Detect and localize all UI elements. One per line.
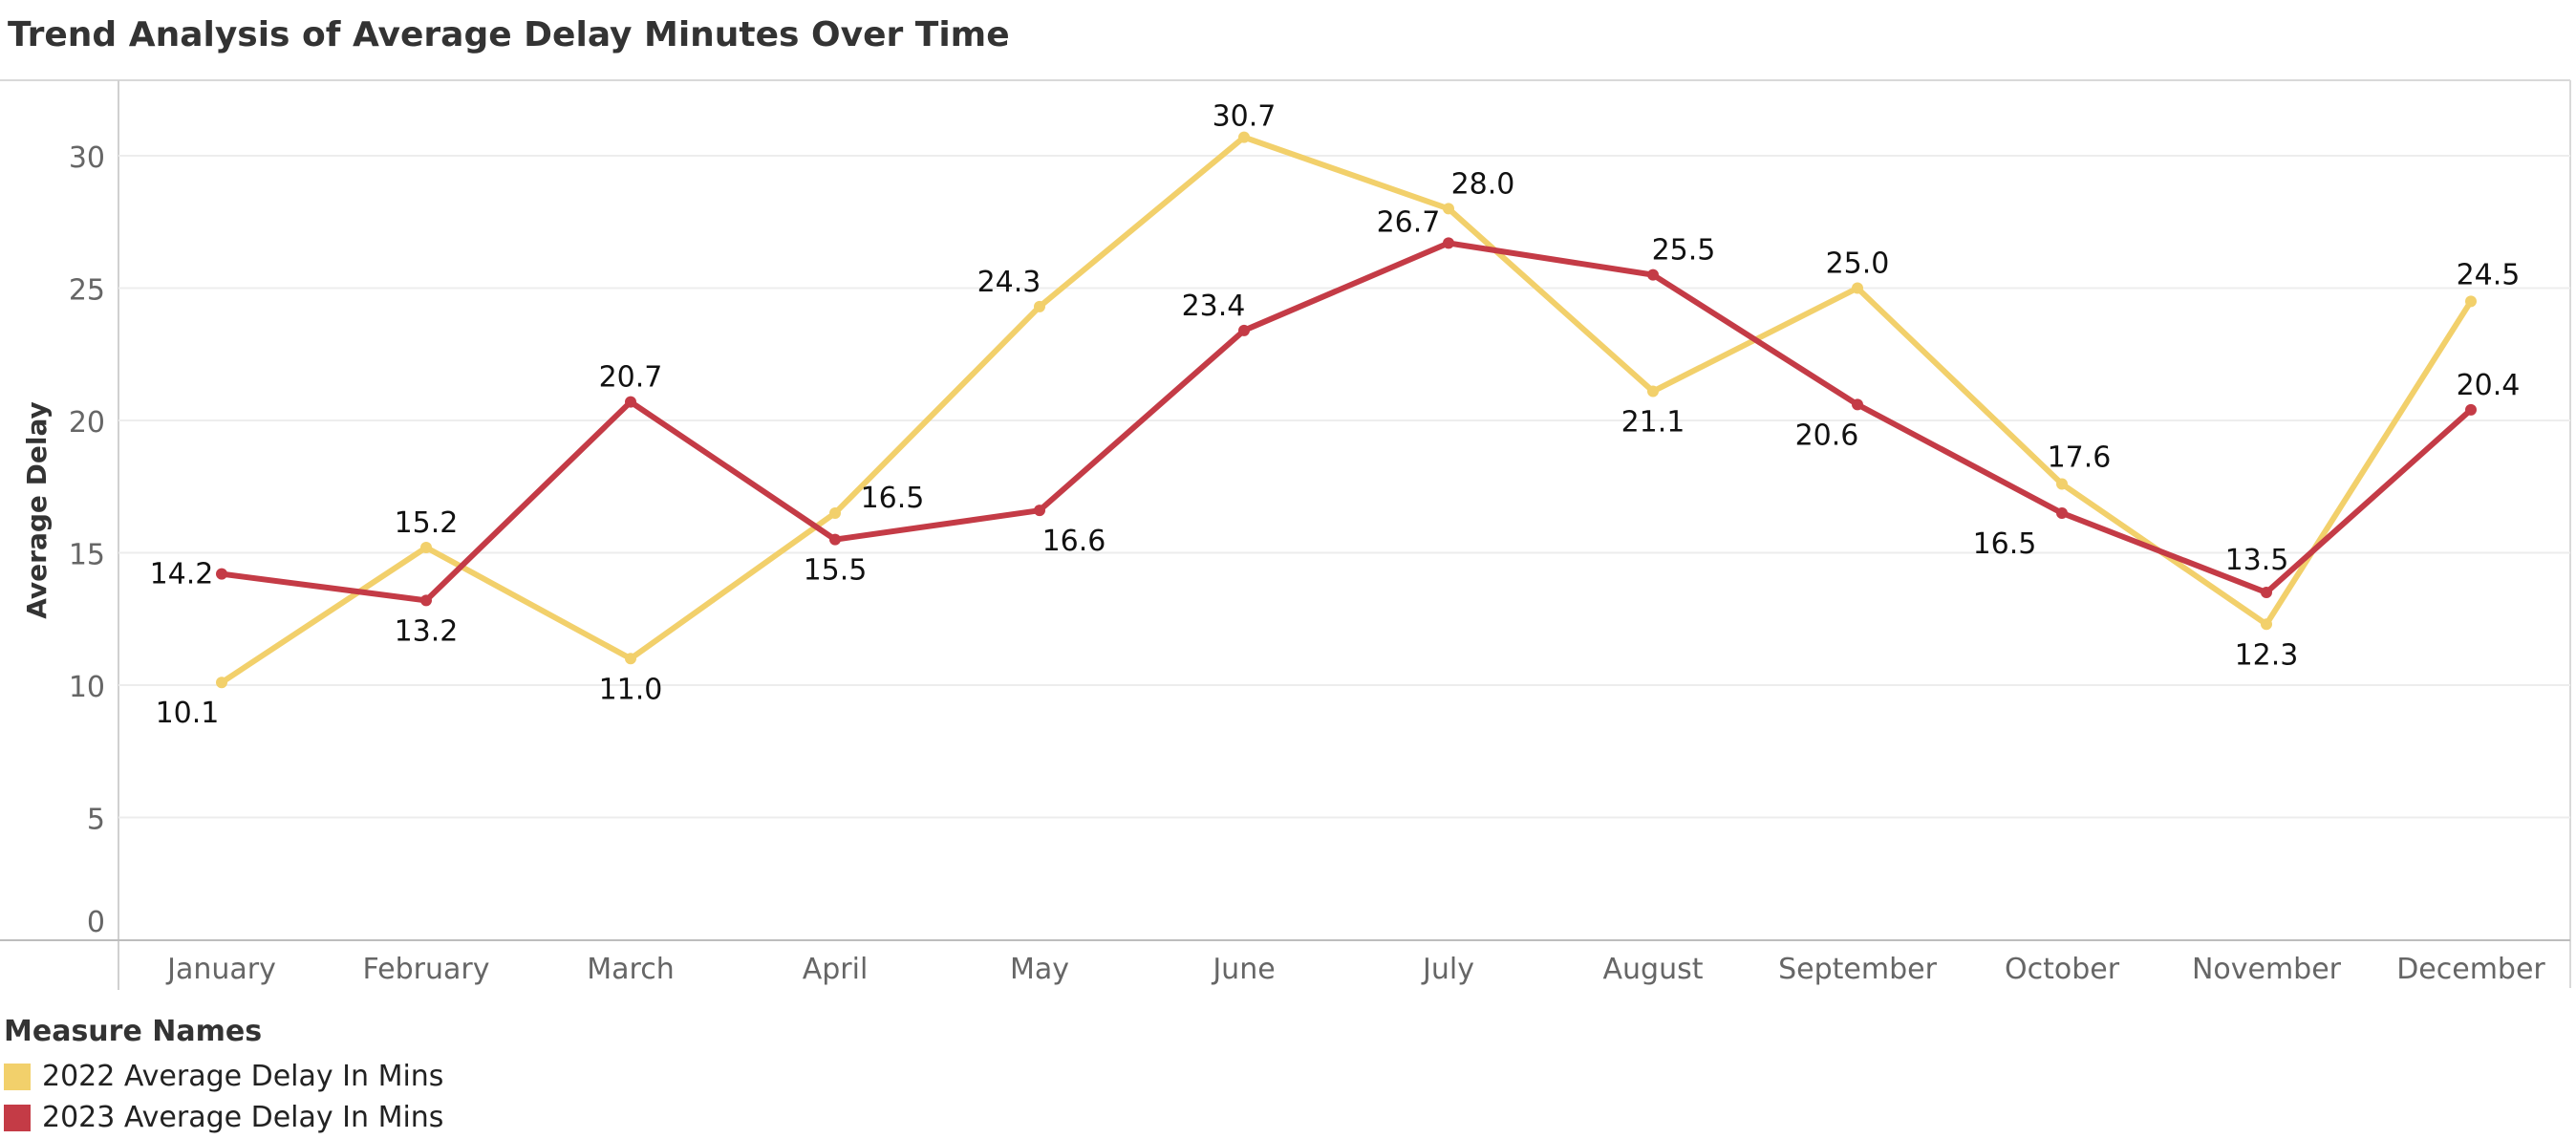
y-tick-label: 30 (69, 141, 105, 175)
y-tick-label: 25 (69, 274, 105, 308)
data-label-2022: 24.3 (977, 266, 1041, 299)
x-tick-label: May (1010, 953, 1069, 986)
data-label-2023: 16.6 (1042, 525, 1106, 558)
x-tick-label: December (2396, 953, 2545, 986)
data-label-2023: 20.4 (2457, 369, 2521, 402)
y-axis-title: Average Delay (21, 401, 53, 619)
data-label-2022: 15.2 (395, 506, 459, 540)
legend-title: Measure Names (4, 1015, 263, 1048)
y-tick-label: 0 (87, 906, 105, 939)
data-point-2023[interactable] (2465, 403, 2477, 416)
data-label-2023: 13.5 (2225, 544, 2289, 577)
data-label-2023: 23.4 (1182, 290, 1246, 323)
data-point-2022[interactable] (2261, 618, 2272, 631)
x-tick-label: July (1421, 953, 1474, 986)
data-point-2022[interactable] (625, 653, 636, 665)
x-tick-label: February (363, 953, 490, 986)
data-label-2023: 20.6 (1795, 419, 1859, 452)
legend-item-2022[interactable]: 2022 Average Delay In Mins (4, 1056, 443, 1097)
data-label-2022: 28.0 (1451, 167, 1515, 201)
data-point-2023[interactable] (2261, 587, 2272, 599)
data-point-2023[interactable] (1647, 269, 1659, 281)
series-line-2022 (219, 134, 2474, 686)
x-tick-label: September (1778, 953, 1937, 986)
data-point-2022[interactable] (1852, 282, 1863, 294)
legend-label-2022: 2022 Average Delay In Mins (42, 1060, 444, 1093)
data-label-2023: 20.7 (599, 361, 663, 395)
x-tick-label: March (587, 953, 674, 986)
legend: Measure Names 2022 Average Delay In Mins… (4, 1015, 443, 1138)
series-line-2023 (219, 240, 2474, 604)
data-label-2022: 21.1 (1621, 406, 1685, 440)
x-tick-label: October (2005, 953, 2120, 986)
data-label-2023: 16.5 (1973, 527, 2037, 561)
data-point-2022[interactable] (420, 541, 432, 553)
data-label-2022: 25.0 (1826, 247, 1890, 281)
chart-title: Trend Analysis of Average Delay Minutes … (8, 15, 1010, 54)
data-point-2023[interactable] (625, 396, 636, 408)
data-label-2023: 13.2 (395, 614, 459, 648)
data-point-2022[interactable] (2056, 478, 2068, 490)
data-label-2023: 26.7 (1377, 205, 1441, 239)
data-point-2023[interactable] (1443, 237, 1454, 249)
data-point-2023[interactable] (216, 568, 227, 580)
data-label-2022: 12.3 (2235, 638, 2299, 672)
legend-swatch-2022 (4, 1063, 31, 1090)
y-tick-label: 10 (69, 671, 105, 704)
data-label-2022: 11.0 (599, 673, 663, 706)
y-tick-label: 20 (69, 406, 105, 440)
data-point-2022[interactable] (1647, 385, 1659, 398)
data-label-2022: 10.1 (156, 697, 220, 730)
legend-item-2023[interactable]: 2023 Average Delay In Mins (4, 1097, 443, 1138)
legend-swatch-2023 (4, 1104, 31, 1131)
data-point-2022[interactable] (1443, 203, 1454, 215)
data-point-2022[interactable] (1034, 300, 1045, 312)
data-label-2023: 15.5 (804, 554, 868, 588)
x-tick-label: January (165, 953, 276, 986)
x-tick-label: April (803, 953, 869, 986)
x-tick-label: August (1603, 953, 1704, 986)
data-label-2023: 25.5 (1652, 234, 1716, 268)
data-point-2022[interactable] (829, 506, 841, 519)
data-label-2022: 30.7 (1213, 100, 1277, 134)
y-tick-label: 15 (69, 539, 105, 572)
data-label-2022: 24.5 (2457, 258, 2521, 291)
line-chart: 0 5 10 15 20 25 30 Average Delay January February… (0, 79, 2571, 990)
data-point-2022[interactable] (216, 677, 227, 689)
data-point-2022[interactable] (1238, 131, 1250, 143)
x-tick-label: November (2192, 953, 2342, 986)
data-point-2023[interactable] (1034, 505, 1045, 517)
data-point-2022[interactable] (2465, 295, 2477, 308)
legend-label-2023: 2023 Average Delay In Mins (42, 1101, 444, 1134)
data-label-2022: 16.5 (861, 482, 925, 515)
data-point-2023[interactable] (420, 594, 432, 607)
data-label-2023: 14.2 (150, 558, 214, 591)
x-tick-label: June (1211, 953, 1275, 986)
data-label-2022: 17.6 (2048, 441, 2112, 474)
data-point-2023[interactable] (1238, 324, 1250, 336)
data-point-2023[interactable] (1852, 398, 1863, 411)
data-point-2023[interactable] (2056, 506, 2068, 519)
y-tick-label: 5 (87, 804, 105, 837)
data-point-2023[interactable] (829, 533, 841, 546)
